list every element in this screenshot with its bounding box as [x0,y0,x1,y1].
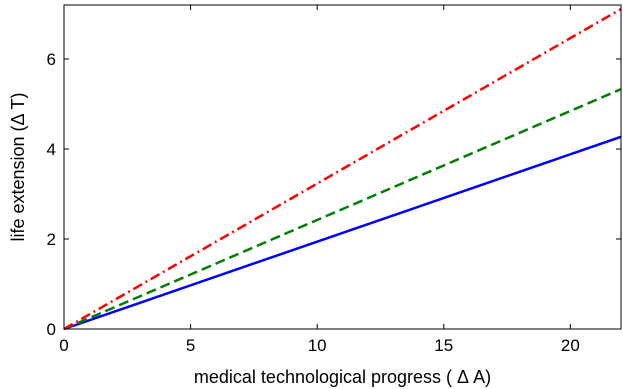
y-tick-label: 2 [47,230,56,249]
x-axis-label: medical technological progress ( Δ A) [194,367,491,387]
series-layer [63,7,622,331]
series-line-blue [63,135,622,331]
x-tick-label: 20 [561,336,580,355]
x-tick-label: 15 [434,336,453,355]
y-tick-label: 4 [47,140,56,159]
y-tick-label: 6 [47,50,56,69]
ticks-layer: 0 5 10 15 20 0 2 4 6 [47,5,621,355]
x-tick-label: 10 [308,336,327,355]
series-line-red [63,7,622,331]
series-line-green [63,88,622,331]
plot-frame [63,4,622,330]
y-tick-label: 0 [47,320,56,339]
y-axis-label: life extension (Δ T) [8,92,28,241]
x-tick-label: 0 [59,336,68,355]
x-tick-label: 5 [186,336,195,355]
